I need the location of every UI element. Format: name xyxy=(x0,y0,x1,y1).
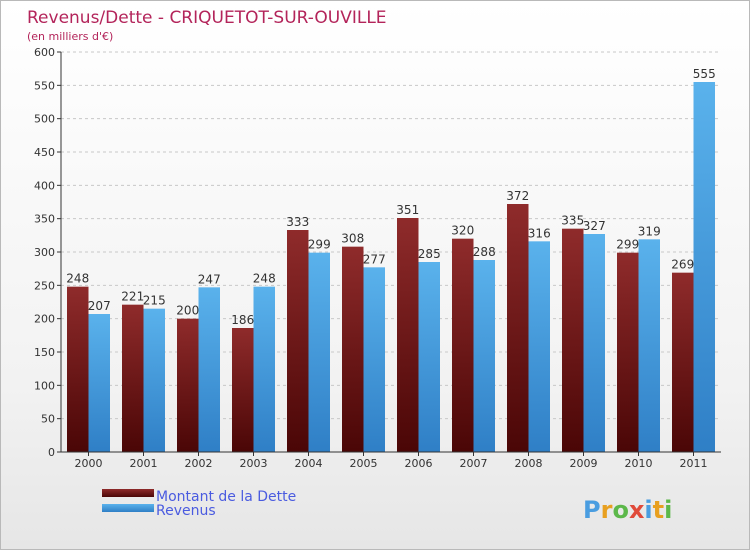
bar-value-label: 320 xyxy=(451,224,474,238)
bar-revenus xyxy=(88,314,110,452)
bar-value-label: 186 xyxy=(231,313,254,327)
y-tick-label: 350 xyxy=(34,213,55,226)
legend-label-debt: Montant de la Dette xyxy=(156,489,296,505)
bar-dette xyxy=(287,230,309,452)
y-tick-label: 450 xyxy=(34,146,55,159)
x-tick-label: 2000 xyxy=(75,457,103,470)
bar-revenus xyxy=(693,82,715,452)
bar-revenus xyxy=(418,262,440,452)
x-tick-label: 2006 xyxy=(405,457,433,470)
legend: Montant de la Dette Revenus xyxy=(102,489,296,519)
chart-subtitle: (en milliers d'€) xyxy=(27,30,113,43)
bar-value-label: 316 xyxy=(528,226,551,240)
svg-text:Proxiti: Proxiti xyxy=(583,496,672,524)
bar-revenus xyxy=(583,234,605,452)
bar-revenus xyxy=(308,252,330,452)
bar-value-label: 277 xyxy=(363,252,386,266)
y-tick-label: 100 xyxy=(34,379,55,392)
y-tick-label: 550 xyxy=(34,79,55,92)
bar-value-label: 299 xyxy=(308,238,331,252)
y-tick-label: 400 xyxy=(34,179,55,192)
bar-dette xyxy=(397,218,419,452)
bar-value-label: 248 xyxy=(66,272,89,286)
bar-value-label: 327 xyxy=(583,219,606,233)
bar-value-label: 247 xyxy=(198,272,221,286)
chart-title: Revenus/Dette - CRIQUETOT-SUR-OUVILLE xyxy=(27,8,387,28)
bar-value-label: 333 xyxy=(286,215,309,229)
legend-swatch-revenus xyxy=(102,504,154,512)
bar-value-label: 308 xyxy=(341,232,364,246)
bar-dette xyxy=(177,318,199,452)
bar-dette xyxy=(507,204,529,452)
x-tick-label: 2009 xyxy=(570,457,598,470)
bar-dette xyxy=(562,228,584,452)
x-tick-label: 2011 xyxy=(680,457,708,470)
bar-value-label: 285 xyxy=(418,247,441,261)
bar-value-label: 555 xyxy=(693,67,716,81)
bar-revenus xyxy=(253,286,275,452)
x-tick-label: 2005 xyxy=(350,457,378,470)
bar-revenus xyxy=(638,239,660,452)
x-tick-label: 2002 xyxy=(185,457,213,470)
bar-dette xyxy=(452,238,474,452)
bar-value-label: 215 xyxy=(143,294,166,308)
bar-value-label: 372 xyxy=(506,189,529,203)
y-tick-label: 250 xyxy=(34,279,55,292)
y-tick-label: 200 xyxy=(34,313,55,326)
legend-label-revenus: Revenus xyxy=(156,503,216,519)
bar-dette xyxy=(342,246,364,452)
gridlines xyxy=(61,51,721,420)
bar-value-label: 351 xyxy=(396,203,419,217)
y-tick-label: 600 xyxy=(34,46,55,59)
bar-value-label: 207 xyxy=(88,299,111,313)
bar-value-label: 221 xyxy=(121,290,144,304)
bar-value-label: 248 xyxy=(253,272,276,286)
bar-revenus xyxy=(528,241,550,452)
x-tick-label: 2010 xyxy=(625,457,653,470)
y-tick-label: 50 xyxy=(41,413,55,426)
y-tick-label: 0 xyxy=(48,446,55,459)
bar-value-label: 299 xyxy=(616,238,639,252)
x-tick-label: 2001 xyxy=(130,457,158,470)
x-tick-label: 2003 xyxy=(240,457,268,470)
legend-swatch-debt xyxy=(102,489,154,497)
bar-value-label: 319 xyxy=(638,224,661,238)
proxiti-logo: Proxiti xyxy=(583,496,672,524)
y-tick-label: 150 xyxy=(34,346,55,359)
y-tick-label: 500 xyxy=(34,113,55,126)
x-axis-ticks: 2000 2001 2002 2003 2004 2005 2006 2007 2008 2009… xyxy=(75,452,708,470)
bar-dette xyxy=(232,328,254,452)
bar-dette xyxy=(122,304,144,452)
x-tick-label: 2008 xyxy=(515,457,543,470)
bar-dette xyxy=(672,272,694,452)
bar-dette xyxy=(67,286,89,452)
y-axis-ticks: 0 50 100 150 200 250 300 350 400 450 500 550 600 xyxy=(34,46,61,459)
bar-value-label: 269 xyxy=(671,258,694,272)
bar-revenus xyxy=(363,267,385,452)
bar-dette xyxy=(617,252,639,452)
bar-revenus xyxy=(473,260,495,452)
x-tick-label: 2004 xyxy=(295,457,323,470)
bar-revenus xyxy=(198,287,220,452)
bar-value-label: 288 xyxy=(473,245,496,259)
x-tick-label: 2007 xyxy=(460,457,488,470)
axes xyxy=(60,52,721,453)
bar-revenus xyxy=(143,308,165,452)
bar-value-label: 200 xyxy=(176,304,199,318)
y-tick-label: 300 xyxy=(34,246,55,259)
bar-value-label: 335 xyxy=(561,214,584,228)
